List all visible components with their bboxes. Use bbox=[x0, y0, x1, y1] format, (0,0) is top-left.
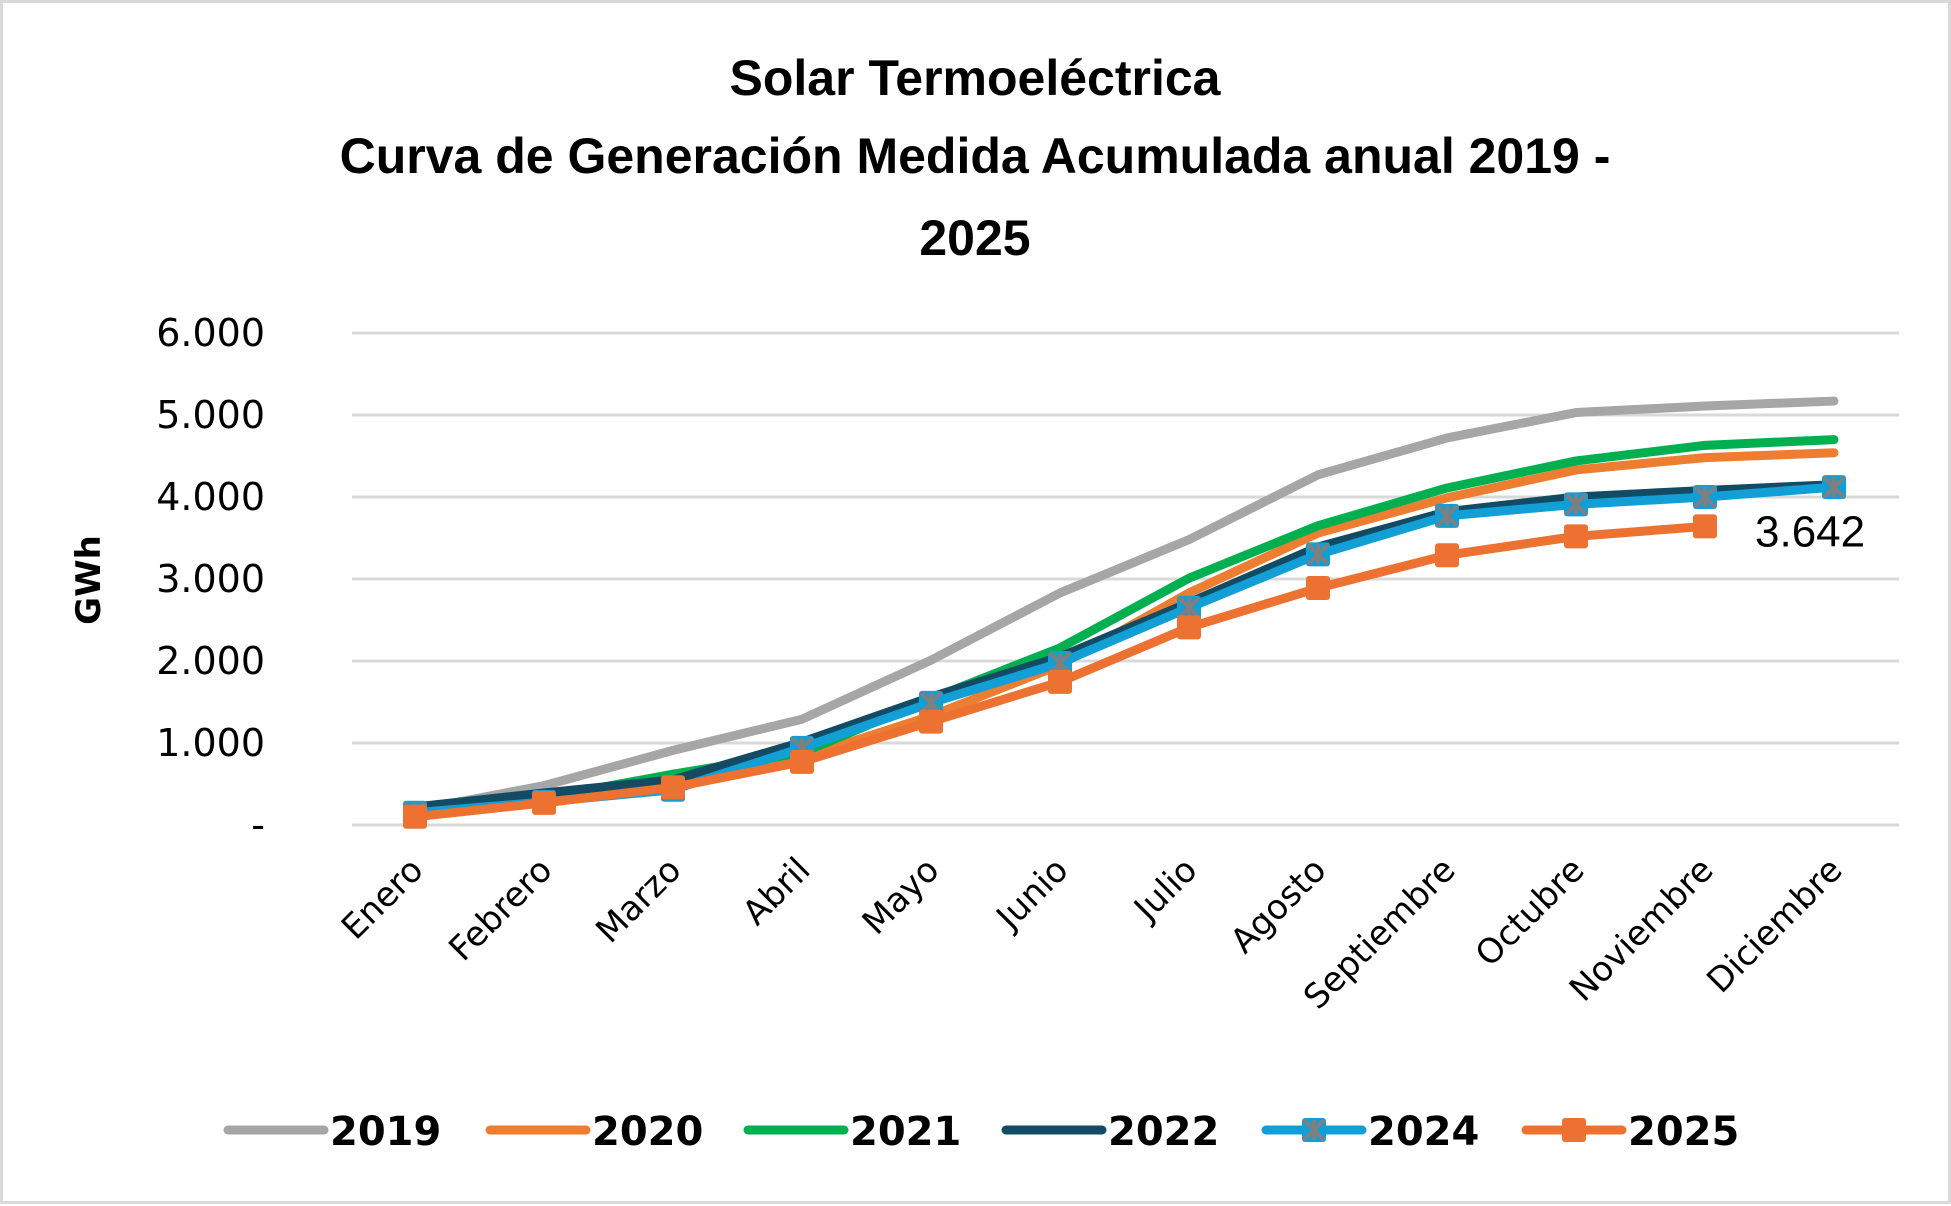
star-icon bbox=[1302, 1118, 1326, 1142]
star-icon bbox=[919, 691, 943, 715]
x-tick-label: Marzo bbox=[588, 850, 689, 951]
series-2022-line bbox=[410, 480, 1839, 812]
data-labels: 3.642 bbox=[1755, 507, 1865, 556]
series-2025-marker bbox=[532, 790, 556, 815]
y-tick-label: 5.000 bbox=[156, 393, 265, 437]
series-2019 bbox=[410, 396, 1839, 815]
series-2025-marker bbox=[1048, 669, 1072, 694]
star-icon bbox=[1306, 542, 1330, 566]
star-icon bbox=[1435, 504, 1459, 528]
series-lines bbox=[403, 396, 1846, 829]
series-2019-line bbox=[410, 396, 1839, 815]
legend-item-2025[interactable]: 2025 bbox=[1521, 1109, 1739, 1155]
legend-label: 2019 bbox=[330, 1109, 441, 1155]
x-tick-label: Abril bbox=[735, 850, 818, 933]
y-tick-label: 4.000 bbox=[156, 475, 265, 519]
star-icon bbox=[1564, 492, 1588, 516]
legend-item-2021[interactable]: 2021 bbox=[743, 1109, 961, 1155]
y-tick-label: 6.000 bbox=[156, 311, 265, 355]
star-icon bbox=[1177, 596, 1201, 620]
y-axis-label: GWh bbox=[69, 535, 109, 625]
legend-label: 2021 bbox=[850, 1109, 961, 1155]
x-tick-label: Febrero bbox=[441, 850, 560, 969]
series-2025-marker bbox=[919, 709, 943, 734]
star-icon bbox=[1048, 651, 1072, 675]
x-tick-label: Diciembre bbox=[1699, 850, 1850, 1001]
series-2025-marker bbox=[1562, 1118, 1586, 1142]
x-tick-label: Julio bbox=[1125, 850, 1205, 930]
chart-title-line-3: 2025 bbox=[919, 210, 1030, 266]
y-tick-label: 3.000 bbox=[156, 557, 265, 601]
series-2022 bbox=[410, 480, 1839, 812]
line-chart: Solar Termoeléctrica Curva de Generación… bbox=[69, 50, 1899, 1155]
x-tick-label: Agosto bbox=[1223, 850, 1334, 961]
series-2025-marker bbox=[1435, 543, 1459, 568]
gridlines bbox=[352, 331, 1899, 827]
series-2025-marker bbox=[790, 749, 814, 774]
chart-title: Solar Termoeléctrica Curva de Generación… bbox=[340, 50, 1611, 266]
legend-label: 2020 bbox=[592, 1109, 703, 1155]
series-2025-marker bbox=[1306, 576, 1330, 601]
y-tick-label: 1.000 bbox=[156, 721, 265, 765]
series-2025 bbox=[403, 514, 1717, 829]
legend: 2019 2020 2021 2022 2024 2025 bbox=[223, 1109, 1739, 1155]
star-icon bbox=[1822, 475, 1846, 499]
legend-item-2019[interactable]: 2019 bbox=[223, 1109, 441, 1155]
legend-label: 2022 bbox=[1108, 1109, 1219, 1155]
legend-item-2024[interactable]: 2024 bbox=[1261, 1109, 1479, 1155]
series-2025-marker bbox=[1693, 514, 1717, 539]
series-2025-marker bbox=[1564, 524, 1588, 549]
legend-item-2022[interactable]: 2022 bbox=[1001, 1109, 1219, 1155]
series-2025-marker bbox=[1177, 615, 1201, 640]
y-tick-label: 2.000 bbox=[156, 639, 265, 683]
legend-label: 2024 bbox=[1368, 1109, 1479, 1155]
chart-title-line-2: Curva de Generación Medida Acumulada anu… bbox=[340, 128, 1611, 184]
star-icon bbox=[1693, 485, 1717, 509]
x-tick-label: Octubre bbox=[1468, 850, 1593, 975]
y-tick-label: - bbox=[251, 803, 265, 847]
legend-label: 2025 bbox=[1628, 1109, 1739, 1155]
data-label: 3.642 bbox=[1755, 507, 1865, 556]
x-axis-ticks: Enero Febrero Marzo Abril Mayo Junio Julio Agos… bbox=[334, 850, 1851, 1017]
chart-title-line-1: Solar Termoeléctrica bbox=[730, 50, 1222, 106]
series-2025-marker bbox=[403, 804, 427, 829]
x-tick-label: Enero bbox=[334, 850, 432, 948]
x-tick-label: Junio bbox=[988, 850, 1077, 939]
x-tick-label: Mayo bbox=[855, 850, 948, 943]
legend-item-2020[interactable]: 2020 bbox=[485, 1109, 703, 1155]
y-axis-ticks: - 1.000 2.000 3.000 4.000 5.000 6.000 bbox=[156, 311, 265, 847]
series-2025-marker bbox=[661, 775, 685, 800]
